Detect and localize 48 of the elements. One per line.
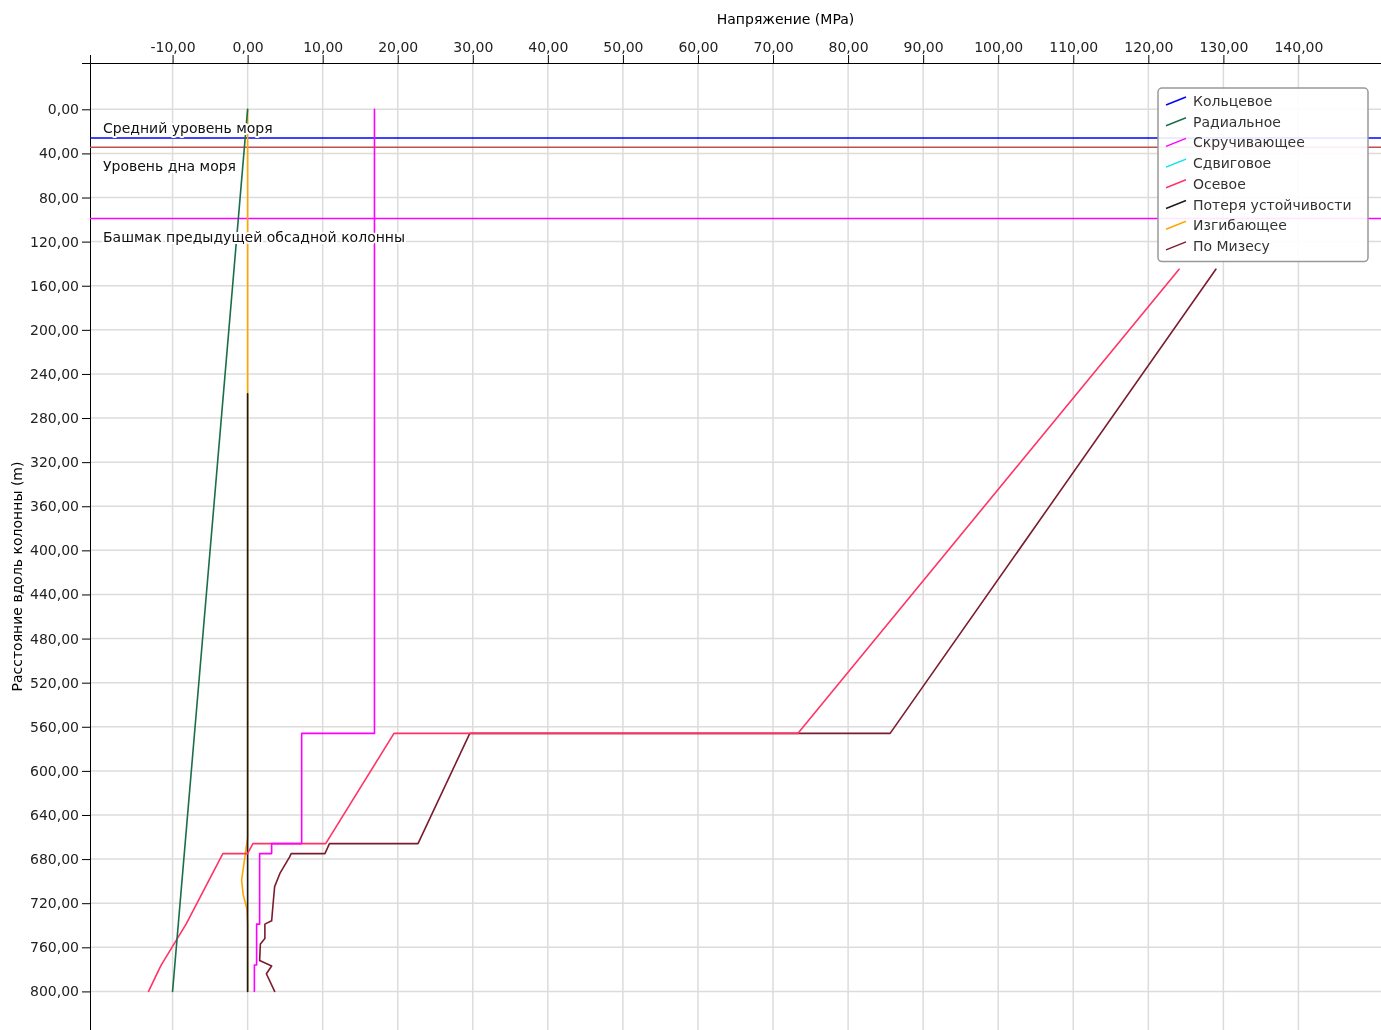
legend-label: Потеря устойчивости: [1193, 196, 1352, 213]
x-tick-label: 120,00: [1124, 39, 1174, 55]
x-tick-label: 10,00: [303, 39, 344, 55]
y-tick-label: 160,00: [30, 277, 79, 294]
legend-label: Осевое: [1193, 175, 1246, 192]
y-tick-label: 320,00: [30, 454, 79, 471]
x-tick-label: 20,00: [378, 39, 419, 55]
y-tick-label: 240,00: [30, 365, 79, 382]
y-tick-label: 200,00: [30, 321, 79, 338]
legend-label: Скручивающее: [1193, 134, 1305, 151]
y-tick-label: 720,00: [30, 895, 79, 912]
x-axis-title: Напряжение (MPa): [716, 11, 855, 27]
x-tick-label: 0,00: [232, 39, 264, 55]
x-tick-label: 50,00: [603, 39, 644, 55]
ref-line-label: Уровень дна моря: [103, 158, 236, 175]
x-tick-label: 80,00: [828, 39, 869, 55]
y-tick-label: 640,00: [30, 806, 79, 823]
y-tick-label: 560,00: [30, 718, 79, 735]
legend-label: Изгибающее: [1193, 217, 1287, 234]
y-tick-label: 480,00: [30, 630, 79, 647]
x-tick-label: 110,00: [1049, 39, 1099, 55]
x-tick-label: 40,00: [528, 39, 569, 55]
y-tick-label: 520,00: [30, 674, 79, 691]
y-tick-label: 0,00: [47, 101, 79, 118]
y-tick-label: 800,00: [30, 983, 79, 1000]
x-tick-label: 130,00: [1199, 39, 1249, 55]
y-axis-title: Расстояние вдоль колонны (m): [9, 461, 25, 692]
legend-label: Сдвиговое: [1193, 155, 1272, 172]
legend-label: Радиальное: [1193, 113, 1281, 130]
legend-label: По Мизесу: [1193, 237, 1270, 254]
x-tick-label: 30,00: [453, 39, 494, 55]
legend-label: Кольцевое: [1193, 93, 1273, 109]
y-tick-label: 80,00: [38, 189, 79, 206]
x-tick-label: 100,00: [974, 39, 1024, 55]
x-tick-label: -10,00: [150, 39, 196, 55]
x-tick-label: 140,00: [1274, 39, 1324, 55]
x-tick-label: 60,00: [678, 39, 719, 55]
y-tick-label: 280,00: [30, 410, 79, 427]
y-tick-label: 680,00: [30, 851, 79, 868]
y-tick-label: 120,00: [30, 233, 79, 250]
y-tick-label: 40,00: [38, 145, 79, 162]
x-tick-label: 90,00: [903, 39, 944, 55]
x-tick-label: 70,00: [753, 39, 794, 55]
y-tick-label: 440,00: [30, 586, 79, 603]
y-tick-label: 600,00: [30, 762, 79, 779]
y-tick-label: 360,00: [30, 498, 79, 515]
y-tick-label: 400,00: [30, 542, 79, 559]
y-tick-label: 760,00: [30, 939, 79, 956]
